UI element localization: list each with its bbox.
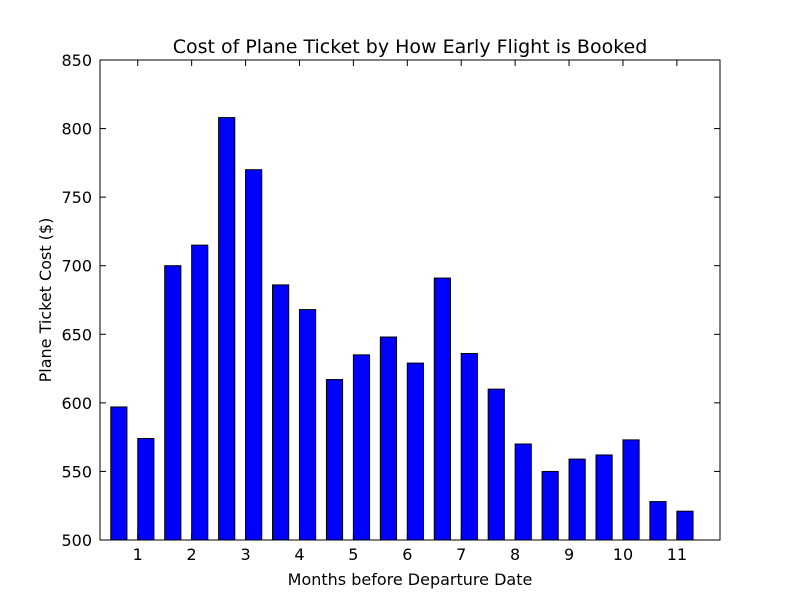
x-tick-label: 11 [667,545,687,564]
bar-6 [245,169,263,541]
bar-14 [460,352,478,541]
x-tick-label: 8 [510,545,520,564]
bar-10 [352,354,371,541]
x-tick-label: 6 [402,545,412,564]
bar-9 [325,379,344,541]
bar-1 [110,406,128,541]
y-tick-label: 550 [61,462,92,481]
bars-group [110,117,694,541]
bar-7 [272,284,290,541]
y-tick-label: 650 [61,325,92,344]
bar-15 [487,388,505,541]
x-tick-label: 10 [613,545,633,564]
bar-5 [218,117,236,541]
x-tick-label: 9 [564,545,574,564]
y-tick-label: 600 [61,394,92,413]
x-tick-label: 1 [133,545,143,564]
bar-16 [514,443,532,541]
y-tick-label: 750 [61,188,92,207]
y-axis: 500 550 600 650 700 750 800 850 [61,51,720,550]
bar-8 [298,309,317,541]
y-axis-label: Plane Ticket Cost ($) [36,218,55,383]
bar-17 [541,470,559,541]
x-axis: 1 2 3 4 5 6 7 8 9 10 11 [133,60,687,564]
x-axis-label: Months before Departure Date [288,570,533,589]
y-tick-label: 700 [61,257,92,276]
x-tick-label: 5 [348,545,358,564]
bar-18 [568,458,586,541]
bar-21 [649,501,667,541]
bar-12 [406,362,424,541]
x-tick-label: 7 [456,545,466,564]
x-tick-label: 2 [187,545,197,564]
bar-22 [676,510,694,541]
y-tick-label: 800 [61,120,92,139]
plot-frame [99,59,721,541]
bar-3 [164,265,182,541]
y-tick-label: 500 [61,531,92,550]
bar-19 [595,454,613,541]
chart-title: Cost of Plane Ticket by How Early Flight… [173,36,648,58]
y-tick-label: 850 [61,51,92,70]
bar-20 [622,439,640,541]
x-tick-label: 3 [240,545,250,564]
bar-13 [433,277,451,541]
x-tick-label: 4 [294,545,304,564]
bar-2 [137,438,155,541]
bar-11 [379,336,398,541]
bar-4 [191,244,209,541]
